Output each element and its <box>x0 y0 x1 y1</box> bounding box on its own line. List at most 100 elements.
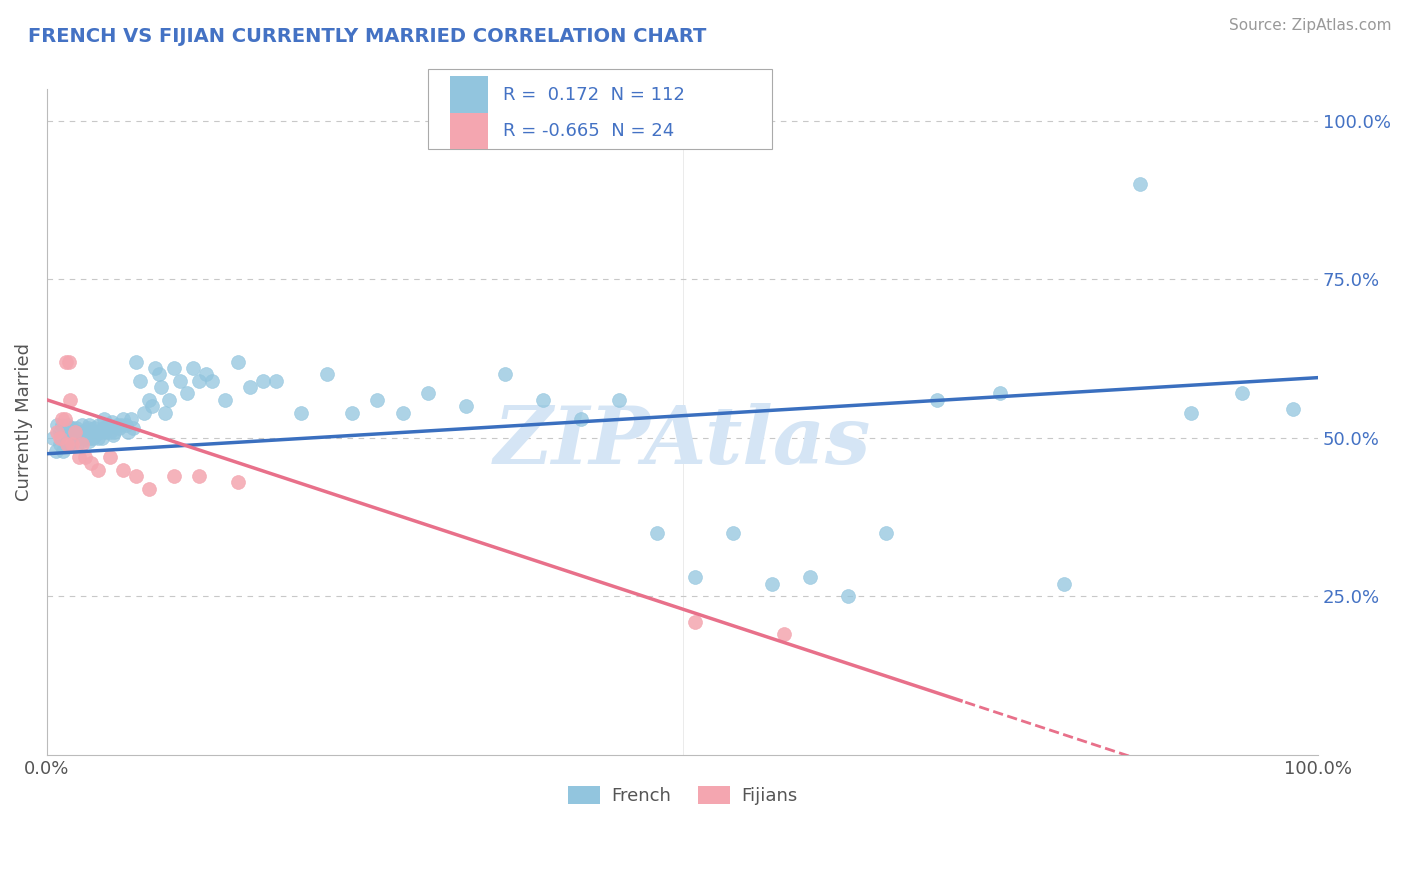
Point <box>607 392 630 407</box>
Point <box>169 374 191 388</box>
Point <box>103 425 125 439</box>
Point <box>58 437 80 451</box>
Point <box>290 405 312 419</box>
Point <box>63 425 86 439</box>
Point <box>67 450 90 464</box>
Point <box>105 418 128 433</box>
Point <box>59 392 82 407</box>
Point <box>226 355 249 369</box>
Point <box>67 425 90 439</box>
Point <box>112 462 135 476</box>
Point <box>60 427 83 442</box>
Point <box>80 425 103 439</box>
Point <box>683 615 706 629</box>
Point <box>122 421 145 435</box>
Point <box>100 425 122 439</box>
Point <box>723 526 745 541</box>
Point <box>80 456 103 470</box>
Point <box>157 392 180 407</box>
Point <box>65 427 87 442</box>
Point <box>645 526 668 541</box>
Point <box>148 368 170 382</box>
Point <box>89 425 111 439</box>
Text: ZIPAtlas: ZIPAtlas <box>494 403 872 481</box>
Point <box>117 425 139 439</box>
Point <box>1053 576 1076 591</box>
Point <box>46 418 69 433</box>
Point <box>53 412 76 426</box>
Point <box>1129 178 1152 192</box>
Point <box>48 425 70 439</box>
Point <box>226 475 249 490</box>
Point <box>79 431 101 445</box>
FancyBboxPatch shape <box>429 70 772 149</box>
Point <box>70 425 93 439</box>
Point <box>683 570 706 584</box>
Point <box>188 469 211 483</box>
Point <box>128 374 150 388</box>
Point <box>73 425 96 439</box>
Point <box>60 431 83 445</box>
Point <box>76 421 98 435</box>
Point <box>120 412 142 426</box>
Point <box>56 425 79 439</box>
Point <box>214 392 236 407</box>
Point <box>60 437 83 451</box>
Point <box>48 431 70 445</box>
Point <box>194 368 217 382</box>
Point <box>176 386 198 401</box>
Point <box>125 469 148 483</box>
Point <box>58 355 80 369</box>
Point <box>108 421 131 435</box>
Point <box>143 361 166 376</box>
Legend: French, Fijians: French, Fijians <box>561 779 804 813</box>
Point <box>51 418 73 433</box>
Point <box>418 386 440 401</box>
Point <box>181 361 204 376</box>
Point <box>1230 386 1253 401</box>
Point <box>264 374 287 388</box>
Point <box>153 405 176 419</box>
Point <box>100 450 122 464</box>
Point <box>366 392 388 407</box>
Point <box>138 392 160 407</box>
Point <box>188 374 211 388</box>
Point <box>163 361 186 376</box>
Point <box>67 431 90 445</box>
Point <box>87 418 110 433</box>
Point <box>42 431 65 445</box>
Point <box>392 405 415 419</box>
Point <box>114 418 136 433</box>
Point <box>62 434 84 448</box>
Point <box>72 434 94 448</box>
Point <box>94 425 117 439</box>
Point <box>125 355 148 369</box>
Point <box>97 418 120 433</box>
Point <box>52 443 75 458</box>
Point <box>86 425 108 439</box>
Point <box>799 570 821 584</box>
Point <box>55 437 77 451</box>
Point <box>83 421 105 435</box>
Point <box>60 421 83 435</box>
Point <box>93 412 115 426</box>
Point <box>84 427 107 442</box>
Point <box>875 526 897 541</box>
Text: Source: ZipAtlas.com: Source: ZipAtlas.com <box>1229 18 1392 33</box>
Text: R = -0.665  N = 24: R = -0.665 N = 24 <box>503 122 675 140</box>
Point <box>63 425 86 439</box>
Point <box>63 431 86 445</box>
Point <box>100 415 122 429</box>
Point <box>45 443 67 458</box>
Point <box>59 427 82 442</box>
Point <box>91 421 114 435</box>
Point <box>90 431 112 445</box>
Point <box>773 627 796 641</box>
Point <box>72 437 94 451</box>
Point <box>87 431 110 445</box>
Point <box>48 437 70 451</box>
Point <box>201 374 224 388</box>
Point <box>77 434 100 448</box>
Point <box>55 355 77 369</box>
Point <box>56 418 79 433</box>
